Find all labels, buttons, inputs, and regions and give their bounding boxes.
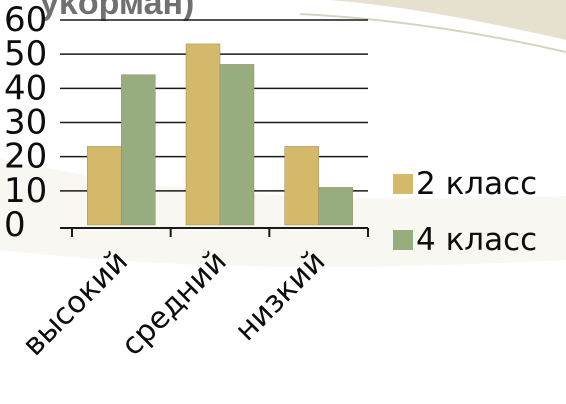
legend-label: 2 класс xyxy=(416,166,537,202)
y-tick-label: 10 xyxy=(4,171,47,211)
y-tick-label: 60 xyxy=(4,0,47,40)
bar-2-klass-1 xyxy=(87,146,122,226)
bar-4-klass-3 xyxy=(318,187,353,226)
bar-4-klass-1 xyxy=(121,74,156,226)
y-tick-label: 30 xyxy=(4,103,47,143)
legend-label: 4 класс xyxy=(416,222,537,258)
category-label: высокий xyxy=(16,244,135,363)
y-tick-label: 40 xyxy=(4,68,47,108)
chart-title-fragment: ykорман) xyxy=(40,0,194,22)
y-tick-label: 50 xyxy=(4,34,47,74)
y-tick-label: 20 xyxy=(4,137,47,177)
bar-4-klass-2 xyxy=(219,64,255,226)
bar-2-klass-3 xyxy=(284,146,319,226)
x-axis xyxy=(60,227,369,237)
background-swoosh xyxy=(330,0,566,40)
legend-swatch-bar-2-klass xyxy=(393,174,413,194)
legend-swatch-bar-4-klass xyxy=(393,230,413,250)
y-tick-label: 0 xyxy=(4,205,26,245)
background-swoosh-line xyxy=(299,13,566,53)
bar-2-klass-2 xyxy=(185,43,221,226)
legend: 2 класс 4 класс xyxy=(393,166,537,258)
bars xyxy=(87,43,353,226)
